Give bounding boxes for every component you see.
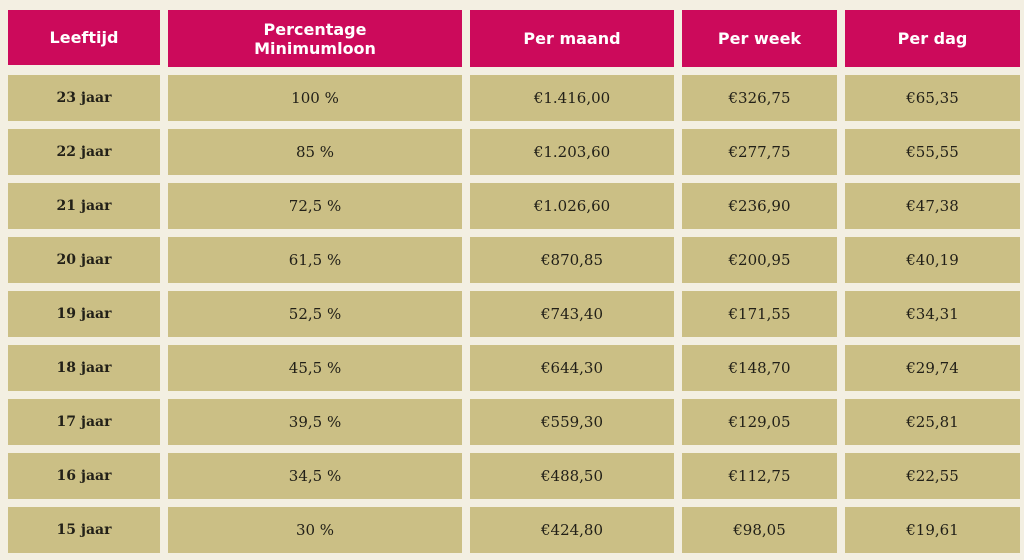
cell-per-maand: €1.203,60 <box>470 129 674 175</box>
cell-per-dag: €19,61 <box>845 507 1020 553</box>
cell-per-week: €148,70 <box>682 345 837 391</box>
cell-per-maand: €870,85 <box>470 237 674 283</box>
header-leeftijd: Leeftijd <box>8 10 160 65</box>
cell-percentage: 34,5 % <box>168 453 462 499</box>
cell-per-maand: €743,40 <box>470 291 674 337</box>
cell-percentage: 61,5 % <box>168 237 462 283</box>
cell-age: 16 jaar <box>8 453 160 499</box>
cell-percentage: 72,5 % <box>168 183 462 229</box>
cell-per-week: €171,55 <box>682 291 837 337</box>
cell-per-week: €236,90 <box>682 183 837 229</box>
cell-per-week: €112,75 <box>682 453 837 499</box>
cell-per-maand: €488,50 <box>470 453 674 499</box>
cell-age: 15 jaar <box>8 507 160 553</box>
cell-age: 17 jaar <box>8 399 160 445</box>
cell-per-week: €200,95 <box>682 237 837 283</box>
header-per-dag: Per dag <box>845 10 1020 67</box>
cell-per-dag: €29,74 <box>845 345 1020 391</box>
cell-per-week: €277,75 <box>682 129 837 175</box>
cell-age: 19 jaar <box>8 291 160 337</box>
cell-age: 22 jaar <box>8 129 160 175</box>
cell-per-dag: €40,19 <box>845 237 1020 283</box>
cell-per-maand: €559,30 <box>470 399 674 445</box>
cell-percentage: 100 % <box>168 75 462 121</box>
cell-per-week: €326,75 <box>682 75 837 121</box>
cell-age: 18 jaar <box>8 345 160 391</box>
cell-percentage: 85 % <box>168 129 462 175</box>
cell-percentage: 30 % <box>168 507 462 553</box>
cell-percentage: 45,5 % <box>168 345 462 391</box>
header-percentage-minimumloon: Percentage Minimumloon <box>168 10 462 67</box>
cell-percentage: 39,5 % <box>168 399 462 445</box>
minimum-wage-table: Leeftijd Percentage Minimumloon Per maan… <box>8 10 1020 553</box>
cell-per-dag: €47,38 <box>845 183 1020 229</box>
cell-per-maand: €644,30 <box>470 345 674 391</box>
cell-per-maand: €1.416,00 <box>470 75 674 121</box>
cell-per-week: €129,05 <box>682 399 837 445</box>
header-per-week: Per week <box>682 10 837 67</box>
cell-per-dag: €55,55 <box>845 129 1020 175</box>
cell-per-maand: €1.026,60 <box>470 183 674 229</box>
cell-age: 21 jaar <box>8 183 160 229</box>
cell-per-week: €98,05 <box>682 507 837 553</box>
cell-per-maand: €424,80 <box>470 507 674 553</box>
header-per-maand: Per maand <box>470 10 674 67</box>
cell-per-dag: €65,35 <box>845 75 1020 121</box>
cell-per-dag: €22,55 <box>845 453 1020 499</box>
cell-age: 20 jaar <box>8 237 160 283</box>
cell-age: 23 jaar <box>8 75 160 121</box>
cell-per-dag: €25,81 <box>845 399 1020 445</box>
cell-per-dag: €34,31 <box>845 291 1020 337</box>
cell-percentage: 52,5 % <box>168 291 462 337</box>
